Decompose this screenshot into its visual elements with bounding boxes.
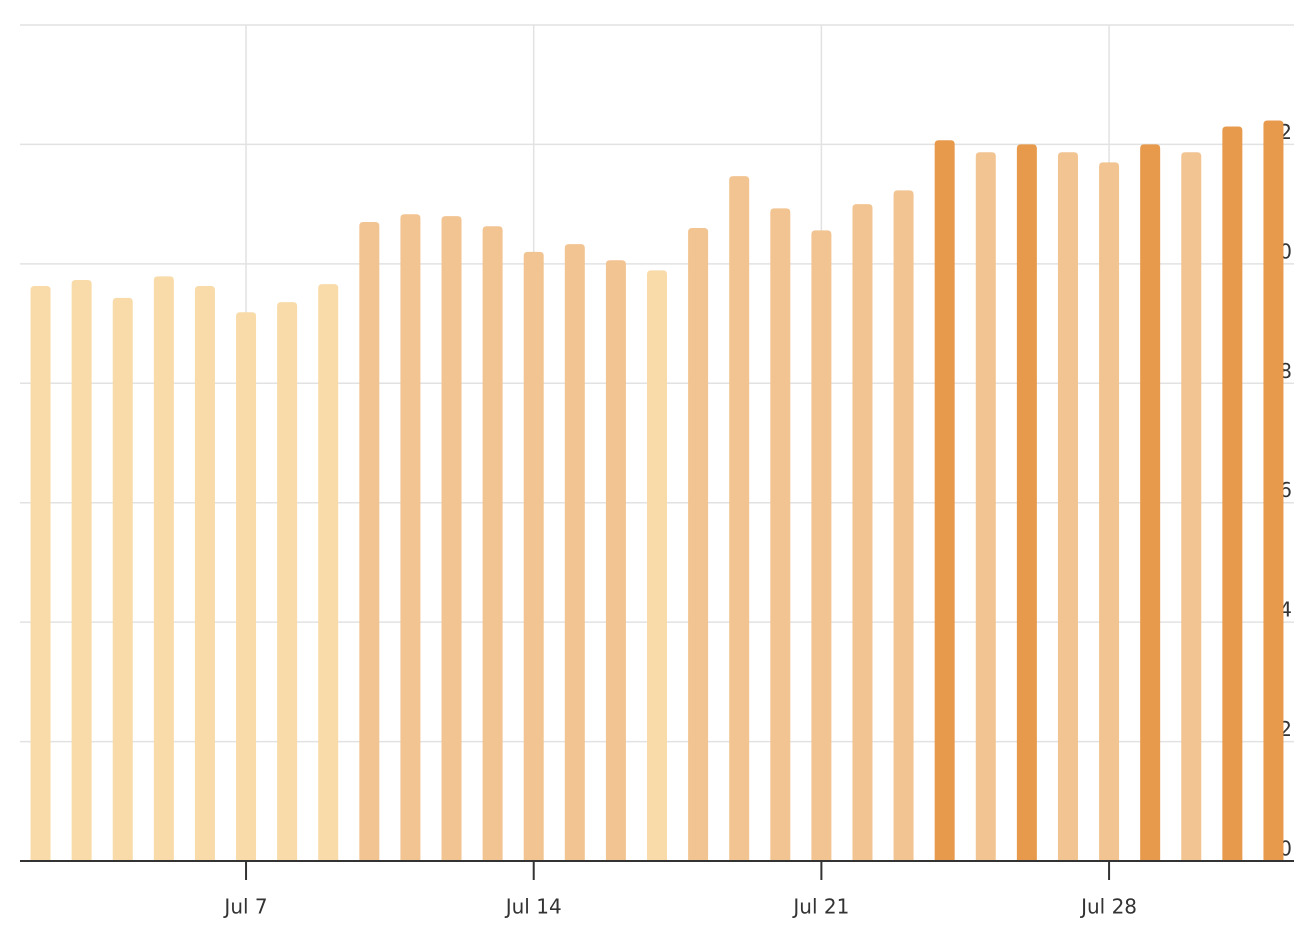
bar	[153, 276, 174, 861]
x-tick-label: Jul 7	[222, 895, 267, 919]
bar	[647, 270, 667, 861]
bar	[811, 230, 832, 862]
bar	[71, 279, 92, 862]
bar	[359, 222, 380, 862]
bar	[688, 228, 709, 861]
bar	[1057, 152, 1078, 862]
bar	[1222, 126, 1243, 861]
bar	[564, 244, 585, 861]
bar	[400, 214, 421, 861]
bar	[1263, 120, 1284, 862]
bar	[277, 302, 298, 861]
bar	[112, 297, 133, 861]
bar	[523, 251, 544, 861]
bar	[975, 152, 996, 862]
bar	[1016, 144, 1037, 861]
bar	[770, 208, 791, 861]
x-tick-label: Jul 14	[504, 895, 562, 919]
bar	[30, 285, 51, 861]
bar	[441, 216, 462, 862]
bar	[852, 204, 873, 862]
bar	[934, 140, 955, 862]
bar	[482, 226, 503, 862]
bar	[236, 312, 257, 861]
bar	[1140, 144, 1161, 861]
bar	[605, 260, 626, 861]
x-tick-label: Jul 21	[791, 895, 849, 919]
x-tick-label: Jul 28	[1079, 895, 1137, 919]
bar	[194, 285, 215, 861]
bar	[893, 190, 914, 861]
bar	[1099, 162, 1120, 862]
bar	[1181, 152, 1202, 862]
bar	[318, 284, 339, 861]
bar	[729, 176, 750, 861]
